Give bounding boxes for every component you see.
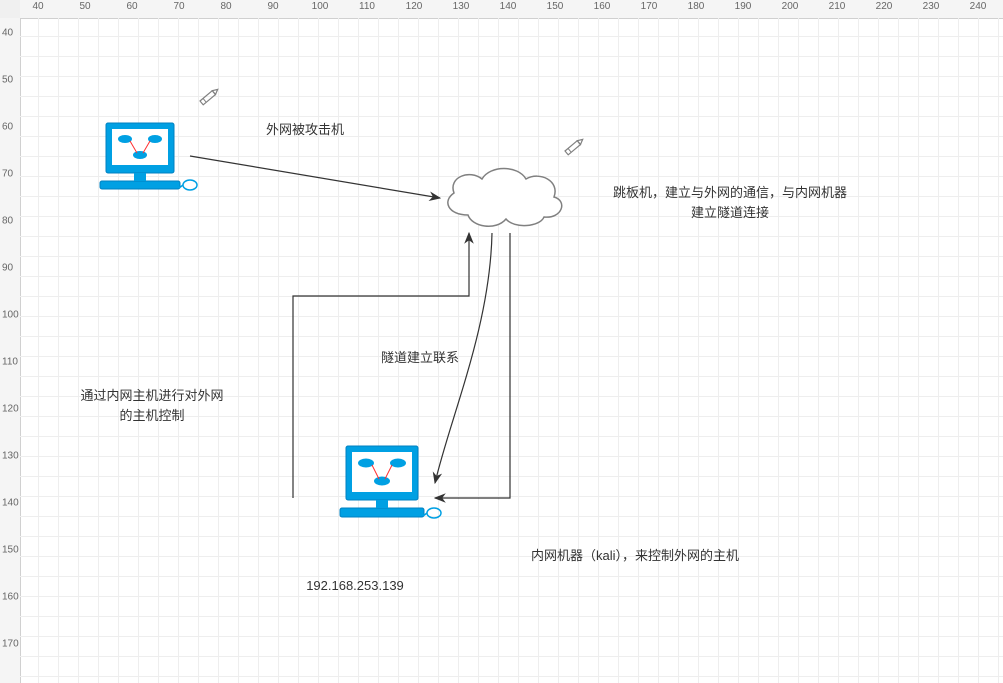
label-internal-ip: 192.168.253.139 — [306, 576, 404, 596]
label-jump-host: 跳板机，建立与外网的通信，与内网机器 建立隧道连接 — [613, 183, 847, 222]
label-control-line1: 通过内网主机进行对外网 — [80, 388, 223, 403]
label-control: 通过内网主机进行对外网 的主机控制 — [80, 386, 223, 425]
label-control-line2: 的主机控制 — [119, 408, 184, 423]
label-attacker: 外网被攻击机 — [266, 120, 344, 140]
ruler-vertical: 405060708090100110120130140150160170 — [0, 18, 21, 683]
ruler-horizontal: 4050607080901001101201301401501601701801… — [20, 0, 1003, 19]
label-jump-host-line2: 建立隧道连接 — [691, 205, 769, 220]
label-jump-host-line1: 跳板机，建立与外网的通信，与内网机器 — [613, 185, 847, 200]
grid-background — [20, 18, 1003, 683]
label-internal-desc: 内网机器（kali），来控制外网的主机 — [531, 546, 739, 566]
label-tunnel-link: 隧道建立联系 — [381, 348, 459, 368]
ruler-corner — [0, 0, 21, 19]
